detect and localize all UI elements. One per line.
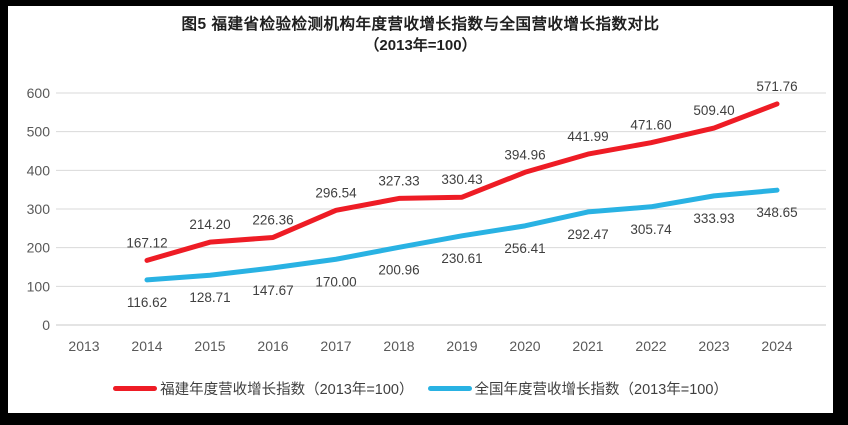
fujian-data-label: 296.54 xyxy=(315,185,357,200)
fujian-data-label: 167.12 xyxy=(126,235,167,250)
chart-title-block: 图5 福建省检验检测机构年度营收增长指数与全国营收增长指数对比 （2013年=1… xyxy=(8,14,833,56)
fujian-data-label: 394.96 xyxy=(504,147,545,162)
x-axis-tick-label: 2022 xyxy=(635,338,666,354)
x-axis-tick-label: 2024 xyxy=(761,338,792,354)
x-axis-tick-label: 2021 xyxy=(572,338,603,354)
x-axis-tick-label: 2015 xyxy=(194,338,225,354)
y-axis-tick-label: 0 xyxy=(42,317,50,333)
fujian-data-label: 571.76 xyxy=(756,79,797,94)
x-axis-tick-label: 2017 xyxy=(320,338,351,354)
fujian-series-line xyxy=(144,101,780,263)
national-data-label: 230.61 xyxy=(441,251,482,266)
chart-panel: 图5 福建省检验检测机构年度营收增长指数与全国营收增长指数对比 （2013年=1… xyxy=(8,6,833,413)
x-axis-tick-label: 2019 xyxy=(446,338,477,354)
national-legend-label: 全国年度营收增长指数（2013年=100） xyxy=(474,382,728,398)
national-data-label: 116.62 xyxy=(127,295,167,310)
national-data-label: 333.93 xyxy=(693,211,734,226)
legend-item-national: 全国年度营收增长指数（2013年=100） xyxy=(427,378,728,399)
national-data-label: 147.67 xyxy=(252,283,293,298)
y-axis-tick-label: 600 xyxy=(27,85,51,101)
x-axis-tick-label: 2020 xyxy=(509,338,540,354)
x-axis-tick-label: 2023 xyxy=(698,338,729,354)
national-series-line xyxy=(144,187,780,283)
chart-title: 图5 福建省检验检测机构年度营收增长指数与全国营收增长指数对比 xyxy=(181,16,660,33)
x-axis-tick-label: 2016 xyxy=(257,338,288,354)
line-chart-canvas: 0 100 200 300 400 500 600 2013 2014 2015 2016 2017 2… xyxy=(27,79,826,354)
fujian-legend-label: 福建年度营收增长指数（2013年=100） xyxy=(160,382,414,398)
legend-item-fujian: 福建年度营收增长指数（2013年=100） xyxy=(113,378,414,399)
national-data-label: 256.41 xyxy=(504,241,545,256)
fujian-data-label: 214.20 xyxy=(189,217,230,232)
national-data-label: 292.47 xyxy=(567,227,608,242)
fujian-data-label: 226.36 xyxy=(252,212,293,227)
fujian-data-label: 471.60 xyxy=(630,118,671,133)
national-legend-line-icon xyxy=(427,386,472,391)
x-axis-tick-label: 2013 xyxy=(68,338,99,354)
fujian-data-label: 509.40 xyxy=(693,103,734,118)
fujian-data-label: 441.99 xyxy=(567,129,608,144)
national-data-label: 170.00 xyxy=(315,274,356,289)
chart-legend: 福建年度营收增长指数（2013年=100） 全国年度营收增长指数（2013年=10… xyxy=(8,378,833,399)
fujian-data-label: 330.43 xyxy=(441,172,482,187)
y-axis-tick-label: 300 xyxy=(27,201,51,217)
y-axis-tick-label: 100 xyxy=(27,278,51,294)
x-axis-tick-label: 2014 xyxy=(131,338,162,354)
national-data-label: 128.71 xyxy=(189,290,230,305)
national-data-label: 348.65 xyxy=(756,205,797,220)
fujian-data-label: 327.33 xyxy=(378,173,419,188)
y-axis-tick-label: 500 xyxy=(27,124,51,140)
y-axis-tick-label: 200 xyxy=(27,240,51,256)
y-axis-tick-label: 400 xyxy=(27,162,51,178)
national-data-label: 200.96 xyxy=(378,262,419,277)
fujian-legend-line-icon xyxy=(113,386,158,391)
chart-subtitle: （2013年=100） xyxy=(364,37,477,54)
x-axis-tick-label: 2018 xyxy=(383,338,414,354)
national-data-label: 305.74 xyxy=(630,222,672,237)
